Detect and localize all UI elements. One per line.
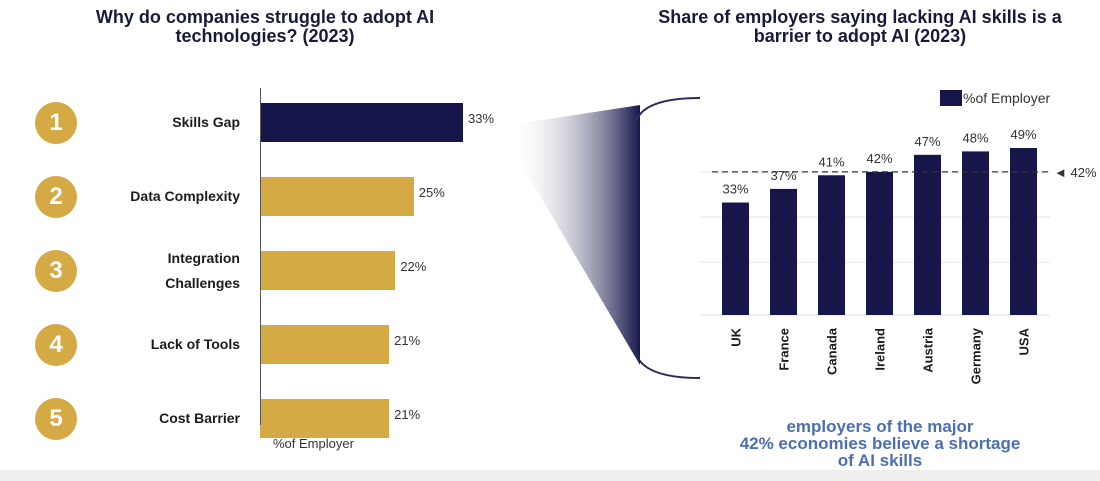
category-tick-label: UK: [729, 327, 744, 346]
bar-value-label: 21%: [394, 407, 421, 422]
category-label: Cost Barrier: [159, 410, 240, 426]
bar: [866, 171, 893, 315]
bar-value-label: 37%: [770, 168, 796, 183]
category-tick-label: Canada: [825, 327, 840, 375]
category-tick-label: Ireland: [873, 328, 888, 371]
bar: [1010, 148, 1037, 315]
bar: [770, 188, 797, 315]
legend-label: %of Employer: [963, 90, 1051, 106]
bar-value-label: 41%: [818, 154, 844, 169]
legend-swatch: [940, 90, 962, 106]
footer-strip: [0, 470, 1100, 481]
bar: [260, 103, 463, 142]
bar: [260, 251, 396, 290]
bar: [260, 325, 390, 364]
left-chart-axis: [260, 88, 261, 425]
callout-line-2: 42% economies believe a shortage: [739, 434, 1021, 453]
category-label: Lack of Tools: [150, 336, 240, 352]
bar-value-label: 42%: [866, 151, 892, 166]
left-chart-title: Why do companies struggle to adopt AI te…: [95, 7, 435, 46]
right-chart-title: Share of employers saying lacking AI ski…: [658, 7, 1062, 46]
category-tick-label: USA: [1017, 327, 1032, 355]
rank-badge: 3: [35, 249, 77, 292]
bar-value-label: 25%: [418, 185, 445, 200]
bar: [260, 177, 414, 216]
category-label: Data Complexity: [130, 188, 240, 204]
bar-value-label: 21%: [394, 333, 421, 348]
bar-value-label: 22%: [400, 259, 427, 274]
callout-line-3: of AI skills: [837, 451, 923, 470]
bar-value-label: 48%: [962, 130, 988, 145]
rank-badge: 2: [35, 175, 77, 218]
category-tick-label: Austria: [921, 327, 936, 373]
rank-badge: 5: [35, 397, 77, 440]
bar: [260, 399, 390, 438]
zoom-bracket: [634, 97, 701, 379]
zoom-fan: [510, 105, 640, 365]
category-tick-label: Germany: [969, 327, 984, 384]
bar: [914, 154, 941, 315]
category-label: Integration Challenges: [165, 249, 240, 291]
rank-badge: 4: [35, 323, 77, 366]
bar-value-label: 47%: [914, 134, 940, 149]
bar-value-label: 33%: [468, 111, 495, 126]
bar: [962, 151, 989, 315]
reference-line-label: ◄ 42%: [1054, 165, 1097, 180]
bar-value-label: 33%: [722, 182, 748, 197]
category-tick-label: France: [777, 328, 792, 371]
category-label: Skills Gap: [172, 114, 240, 130]
left-chart-xlabel: %of Employer: [273, 436, 354, 451]
bar: [722, 202, 749, 315]
rank-badge: 1: [35, 101, 77, 144]
callout-line-1: employers of the major: [786, 417, 974, 436]
bar: [818, 175, 845, 315]
bar-value-label: 49%: [1010, 127, 1036, 142]
callout-text: employers of the major 42% economies bel…: [680, 418, 1080, 469]
